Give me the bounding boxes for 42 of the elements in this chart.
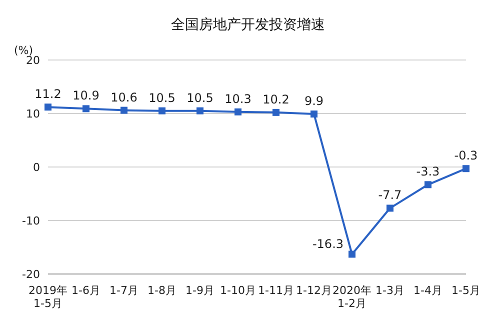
y-tick-label: 10 <box>26 107 40 120</box>
data-label: -0.3 <box>454 148 478 163</box>
data-label: -3.3 <box>416 164 440 179</box>
y-tick-label: -20 <box>22 268 40 281</box>
point <box>82 105 90 112</box>
data-label: 10.5 <box>148 90 176 105</box>
x-tick-label: 1-4月 <box>414 284 442 297</box>
point <box>234 108 242 116</box>
data-label: 10.2 <box>262 92 290 106</box>
x-tick-label: 1-9月 <box>186 284 214 297</box>
x-tick-label: 1-11月 <box>258 284 294 297</box>
x-tick-label: 2020年 1-2月 <box>332 284 372 310</box>
data-label: 11.2 <box>34 87 62 102</box>
x-tick-label: 1-12月 <box>296 284 332 297</box>
point <box>348 250 356 258</box>
point <box>158 107 166 114</box>
point <box>196 107 204 114</box>
x-tick-label: 1-8月 <box>148 284 176 297</box>
point <box>120 106 128 114</box>
x-tick-label: 1-3月 <box>376 284 404 297</box>
point <box>310 110 318 118</box>
data-label: 10.5 <box>186 90 214 105</box>
chart-title: 全国房地产开发投资增速 <box>170 16 326 35</box>
x-tick-label: 1-10月 <box>220 284 256 297</box>
x-tick-label: 1-5月 <box>452 284 480 297</box>
point <box>424 181 432 188</box>
data-label: 10.6 <box>110 90 138 104</box>
x-tick-label: 1-6月 <box>72 284 100 297</box>
data-label: 10.9 <box>72 88 100 103</box>
y-tick-label: -10 <box>22 214 40 228</box>
point <box>386 204 394 212</box>
point <box>272 108 280 116</box>
data-label: -7.7 <box>378 188 402 202</box>
data-label: 9.9 <box>304 94 324 108</box>
y-axis-title: (%) <box>14 44 34 57</box>
x-tick-label: 2019年 1-5月 <box>28 284 68 310</box>
point <box>44 104 52 111</box>
data-label: 10.3 <box>224 92 252 106</box>
y-tick-label: 0 <box>33 160 40 174</box>
point <box>462 165 470 172</box>
data-label: -16.3 <box>312 237 344 252</box>
x-tick-label: 1-7月 <box>110 284 138 297</box>
